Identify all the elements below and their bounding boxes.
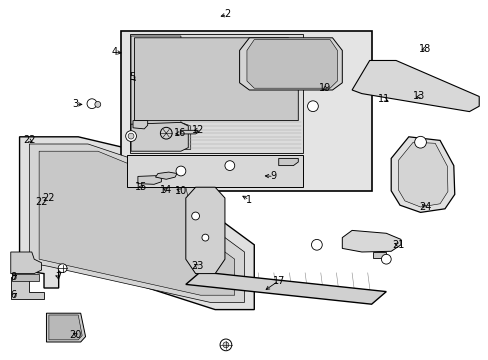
Polygon shape: [246, 40, 337, 88]
Polygon shape: [372, 252, 386, 258]
Polygon shape: [46, 313, 85, 342]
Polygon shape: [11, 252, 41, 274]
Text: 7: 7: [56, 272, 61, 282]
Text: 5: 5: [129, 72, 135, 82]
Text: 8: 8: [11, 272, 17, 282]
Polygon shape: [39, 151, 234, 295]
Circle shape: [414, 136, 426, 148]
Text: 18: 18: [418, 44, 431, 54]
Text: 16: 16: [173, 128, 186, 138]
Polygon shape: [390, 137, 454, 212]
Text: 22: 22: [23, 135, 36, 145]
Text: 11: 11: [377, 94, 389, 104]
Text: 1: 1: [246, 195, 252, 205]
Circle shape: [307, 101, 318, 112]
Circle shape: [381, 254, 390, 264]
Polygon shape: [239, 38, 342, 90]
Polygon shape: [129, 34, 303, 153]
Text: 17: 17: [272, 276, 285, 286]
Text: 10: 10: [174, 186, 187, 196]
Circle shape: [95, 102, 101, 107]
Polygon shape: [181, 130, 198, 134]
Polygon shape: [134, 38, 298, 121]
Polygon shape: [131, 122, 188, 151]
Text: 22: 22: [35, 197, 48, 207]
Circle shape: [87, 99, 97, 109]
Text: 12: 12: [192, 125, 204, 135]
Text: 14: 14: [160, 185, 172, 195]
Text: 13: 13: [412, 91, 425, 102]
Polygon shape: [351, 60, 478, 112]
Polygon shape: [20, 137, 254, 310]
Polygon shape: [12, 274, 39, 281]
Text: 19: 19: [318, 83, 331, 93]
Polygon shape: [127, 155, 303, 187]
Text: 3: 3: [73, 99, 79, 109]
Text: 6: 6: [11, 290, 17, 300]
Circle shape: [176, 166, 185, 176]
Circle shape: [202, 234, 208, 241]
Text: 2: 2: [224, 9, 230, 19]
Text: 24: 24: [418, 202, 431, 212]
Text: 9: 9: [270, 171, 276, 181]
Circle shape: [311, 239, 322, 250]
Text: 21: 21: [391, 240, 404, 250]
Polygon shape: [131, 36, 190, 149]
Circle shape: [191, 212, 199, 220]
Text: 23: 23: [191, 261, 203, 271]
Polygon shape: [278, 158, 298, 166]
Polygon shape: [121, 31, 371, 191]
Circle shape: [58, 264, 67, 273]
Polygon shape: [133, 121, 147, 129]
Circle shape: [128, 133, 134, 139]
Polygon shape: [49, 315, 82, 340]
Polygon shape: [138, 176, 161, 184]
Text: 15: 15: [134, 182, 147, 192]
Circle shape: [160, 127, 172, 139]
Polygon shape: [342, 230, 400, 252]
Text: 20: 20: [69, 330, 82, 340]
Polygon shape: [29, 144, 244, 302]
Circle shape: [223, 342, 228, 348]
Polygon shape: [11, 277, 44, 299]
Circle shape: [224, 161, 234, 171]
Circle shape: [220, 339, 231, 351]
Text: 22: 22: [42, 193, 55, 203]
Polygon shape: [398, 142, 447, 207]
Polygon shape: [155, 172, 177, 179]
Polygon shape: [185, 187, 224, 274]
Text: 4: 4: [112, 47, 118, 57]
Circle shape: [125, 131, 136, 141]
Polygon shape: [185, 272, 386, 304]
